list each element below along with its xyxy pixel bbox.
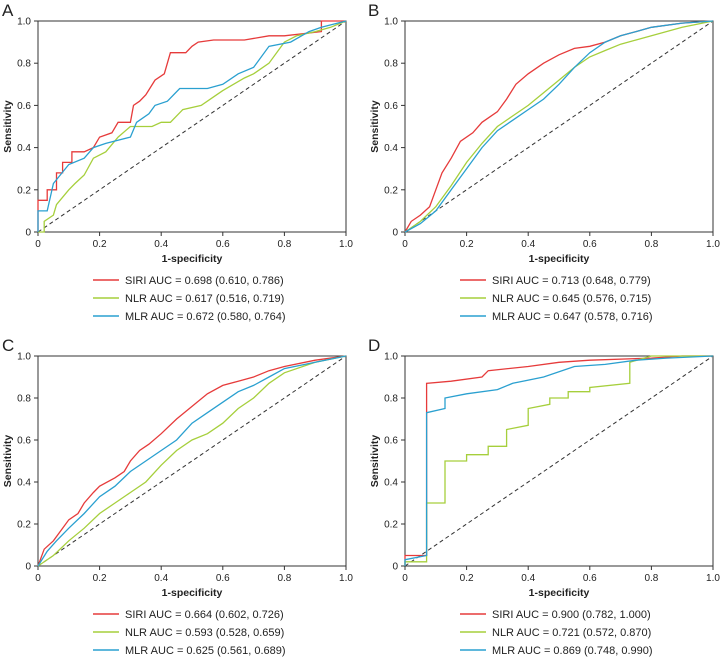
y-tick-label: 0.2 (384, 185, 398, 196)
panel-letter: A (2, 1, 14, 20)
y-tick-label: 0.4 (17, 478, 31, 489)
x-tick-label: 0.8 (277, 573, 291, 584)
roc-panel-b: B 0 0.2 0.4 0.6 0.8 1.0 0 0.2 0.4 0.6 0.8 1.0 1-speci… (368, 1, 720, 323)
x-tick-label: 0.6 (583, 573, 597, 584)
x-tick-label: 0.4 (154, 573, 168, 584)
roc-curve-mlr (404, 20, 714, 233)
legend-label-mlr: MLR AUC = 0.869 (0.748, 0.990) (492, 645, 653, 657)
roc-curve-nlr (404, 20, 714, 233)
legend-label-siri: SIRI AUC = 0.664 (0.602, 0.726) (125, 609, 284, 621)
x-tick-label: 0 (402, 573, 408, 584)
x-tick-label: 1.0 (706, 573, 720, 584)
x-tick-label: 0 (35, 573, 41, 584)
legend-label-nlr: NLR AUC = 0.593 (0.528, 0.659) (125, 627, 284, 639)
x-tick-label: 0.4 (154, 239, 168, 250)
legend-label-nlr: NLR AUC = 0.645 (0.576, 0.715) (492, 293, 651, 305)
y-tick-label: 0.8 (17, 394, 31, 405)
x-tick-label: 0.8 (644, 573, 658, 584)
y-tick-label: 0 (25, 562, 31, 573)
legend-label-nlr: NLR AUC = 0.721 (0.572, 0.870) (492, 627, 651, 639)
roc-curve-mlr (37, 20, 347, 232)
y-tick-label: 0.6 (384, 101, 398, 112)
y-tick-label: 1.0 (384, 17, 398, 28)
x-axis-label: 1-specificity (162, 253, 223, 265)
x-tick-label: 0.4 (521, 239, 535, 250)
y-tick-label: 0.6 (384, 436, 398, 447)
y-tick-label: 1.0 (17, 352, 31, 363)
x-tick-label: 0 (35, 239, 41, 250)
legend-label-mlr: MLR AUC = 0.647 (0.578, 0.716) (492, 311, 653, 323)
plot-frame (37, 20, 347, 233)
x-tick-label: 1.0 (339, 239, 353, 250)
x-tick-label: 0.8 (644, 239, 658, 250)
legend-label-siri: SIRI AUC = 0.900 (0.782, 1.000) (492, 609, 651, 621)
roc-curve-siri (37, 355, 347, 567)
y-tick-label: 0.8 (384, 394, 398, 405)
y-tick-label: 0 (25, 228, 31, 239)
y-tick-label: 0 (392, 228, 398, 239)
legend-label-mlr: MLR AUC = 0.625 (0.561, 0.689) (125, 645, 286, 657)
x-tick-label: 0.2 (93, 239, 107, 250)
x-axis-label: 1-specificity (529, 253, 590, 265)
y-axis-label: Sensitivity (2, 435, 14, 488)
plot-frame (404, 355, 714, 567)
legend-label-mlr: MLR AUC = 0.672 (0.580, 0.764) (125, 311, 286, 323)
plot-frame (404, 20, 714, 233)
x-tick-label: 0.2 (460, 239, 474, 250)
reference-diagonal (37, 20, 347, 233)
y-tick-label: 0 (392, 562, 398, 573)
panel-letter: D (368, 336, 380, 355)
plot-frame (37, 355, 347, 567)
reference-diagonal (37, 355, 347, 567)
y-tick-label: 0.4 (17, 143, 31, 154)
roc-panel-a: A 0 0.2 0.4 0.6 0.8 1.0 0 0.2 0.4 0.6 0.8 1.0 1-speci… (2, 1, 353, 323)
y-axis-label: Sensitivity (369, 100, 381, 153)
x-axis-label: 1-specificity (162, 587, 223, 599)
x-axis-label: 1-specificity (529, 587, 590, 599)
reference-diagonal (404, 20, 714, 233)
y-axis-label: Sensitivity (369, 435, 381, 488)
y-axis-label: Sensitivity (2, 100, 14, 153)
legend-label-nlr: NLR AUC = 0.617 (0.516, 0.719) (125, 293, 284, 305)
x-tick-label: 0.2 (460, 573, 474, 584)
panel-letter: B (368, 1, 379, 20)
y-tick-label: 0.4 (384, 478, 398, 489)
roc-curve-nlr (404, 355, 713, 566)
roc-panel-c: C 0 0.2 0.4 0.6 0.8 1.0 0 0.2 0.4 0.6 0.8 1.0 1-speci… (2, 336, 353, 657)
x-tick-label: 0 (402, 239, 408, 250)
legend-label-siri: SIRI AUC = 0.713 (0.648, 0.779) (492, 275, 651, 287)
roc-curve-nlr (38, 20, 347, 233)
x-tick-label: 0.6 (583, 239, 597, 250)
legend-label-siri: SIRI AUC = 0.698 (0.610, 0.786) (125, 275, 284, 287)
y-tick-label: 0.8 (17, 59, 31, 70)
x-tick-label: 0.6 (216, 239, 230, 250)
roc-panel-d: D 0 0.2 0.4 0.6 0.8 1.0 0 0.2 0.4 0.6 0.8 1.0 1-speci… (368, 336, 720, 657)
roc-curve-mlr (37, 355, 347, 567)
x-tick-label: 0.8 (277, 239, 291, 250)
roc-curve-nlr (37, 355, 347, 567)
y-tick-label: 0.2 (384, 520, 398, 531)
panel-letter: C (2, 336, 14, 355)
y-tick-label: 0.6 (17, 101, 31, 112)
y-tick-label: 1.0 (384, 352, 398, 363)
y-tick-label: 0.6 (17, 436, 31, 447)
roc-curve-mlr (404, 355, 714, 566)
x-tick-label: 1.0 (706, 239, 720, 250)
x-tick-label: 0.2 (93, 573, 107, 584)
y-tick-label: 1.0 (17, 17, 31, 28)
roc-curve-siri (37, 20, 346, 232)
reference-diagonal (404, 355, 714, 567)
x-tick-label: 0.4 (521, 573, 535, 584)
y-tick-label: 0.2 (17, 185, 31, 196)
x-tick-label: 1.0 (339, 573, 353, 584)
y-tick-label: 0.2 (17, 520, 31, 531)
y-tick-label: 0.4 (384, 143, 398, 154)
y-tick-label: 0.8 (384, 59, 398, 70)
x-tick-label: 0.6 (216, 573, 230, 584)
